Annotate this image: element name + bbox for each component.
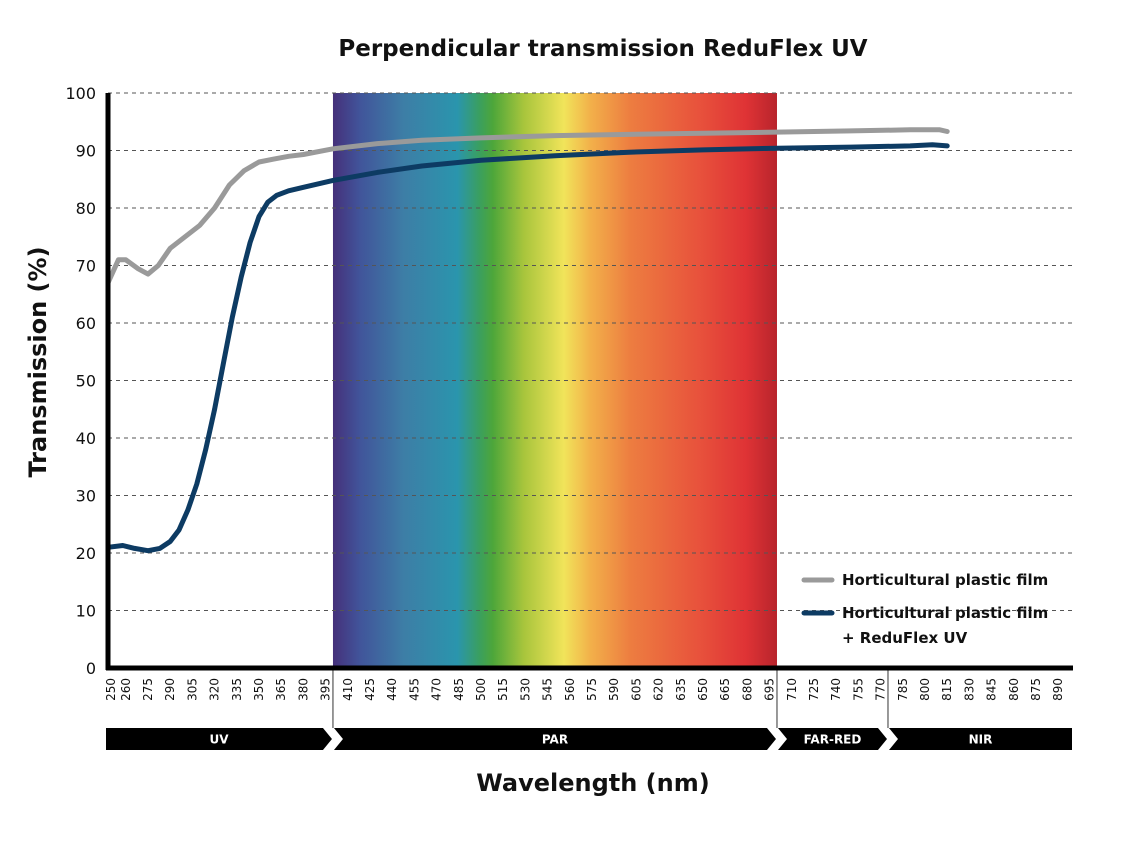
x-tick-label: 440	[385, 678, 399, 701]
legend: Horticultural plastic film Horticultural …	[801, 571, 1048, 647]
y-axis-label: Transmission (%)	[24, 246, 52, 477]
x-tick-label: 695	[763, 678, 777, 701]
x-tick-label: 320	[208, 678, 222, 701]
x-tick-label: 830	[962, 678, 976, 701]
x-tick-label: 755	[851, 678, 865, 701]
x-tick-label: 890	[1051, 678, 1065, 701]
x-tick-label: 395	[319, 678, 333, 701]
x-tick-label: 515	[496, 678, 510, 701]
x-tick-label: 620	[652, 678, 666, 701]
x-tick-label: 290	[163, 678, 177, 701]
legend-label: Horticultural plastic film	[842, 571, 1048, 589]
series-lines	[105, 127, 950, 554]
x-tick-label: 635	[674, 678, 688, 701]
x-tick-label: 455	[407, 678, 421, 701]
y-axis-ticks: 0 10 20 30 40 50 60 70 80 90 100	[65, 84, 96, 678]
x-tick-label: 710	[785, 678, 799, 701]
band-arrow	[777, 728, 887, 750]
band-arrow	[888, 728, 1072, 750]
y-tick-label: 40	[76, 429, 96, 448]
band-arrow	[106, 728, 332, 750]
gridlines	[108, 92, 1073, 611]
x-tick-label: 680	[740, 678, 754, 701]
x-tick-label: 590	[607, 678, 621, 701]
x-tick-label: 350	[252, 678, 266, 701]
y-tick-label: 10	[76, 602, 96, 621]
x-tick-label: 365	[274, 678, 288, 701]
x-tick-label: 815	[940, 678, 954, 701]
x-tick-label: 500	[474, 678, 488, 701]
x-axis-label: Wavelength (nm)	[476, 769, 709, 797]
y-tick-label: 90	[76, 142, 96, 161]
legend-label: + ReduFlex UV	[842, 629, 968, 647]
chart-title: Perpendicular transmission ReduFlex UV	[338, 36, 867, 62]
y-tick-label: 100	[65, 84, 96, 103]
band-label: PAR	[542, 733, 568, 747]
legend-label: Horticultural plastic film	[842, 604, 1048, 622]
x-tick-label: 860	[1007, 678, 1021, 701]
y-tick-label: 0	[86, 659, 96, 678]
x-tick-label: 650	[696, 678, 710, 701]
x-tick-label: 485	[452, 678, 466, 701]
x-tick-label: 380	[296, 678, 310, 701]
series-line-1	[105, 127, 950, 286]
band-label: NIR	[969, 733, 993, 747]
band-arrow	[333, 728, 776, 750]
x-tick-label: 800	[918, 678, 932, 701]
y-tick-label: 80	[76, 199, 96, 218]
x-tick-label: 560	[563, 678, 577, 701]
y-tick-label: 20	[76, 544, 96, 563]
wavelength-bands: UV PAR FAR-RED NIR	[106, 728, 1072, 750]
x-tick-label: 725	[807, 678, 821, 701]
x-tick-label: 740	[829, 678, 843, 701]
x-tick-label: 250	[104, 678, 118, 701]
x-tick-label: 785	[896, 678, 910, 701]
series-line-2	[105, 142, 950, 554]
y-tick-label: 30	[76, 487, 96, 506]
x-tick-label: 335	[230, 678, 244, 701]
x-tick-label: 845	[985, 678, 999, 701]
x-tick-label: 470	[430, 678, 444, 701]
x-tick-label: 770	[874, 678, 888, 701]
y-tick-label: 70	[76, 257, 96, 276]
x-tick-label: 875	[1029, 678, 1043, 701]
x-tick-label: 410	[341, 678, 355, 701]
y-tick-label: 60	[76, 314, 96, 333]
x-tick-label: 575	[585, 678, 599, 701]
band-label: FAR-RED	[804, 733, 862, 747]
x-tick-label: 545	[541, 678, 555, 701]
x-tick-label: 530	[518, 678, 532, 701]
x-tick-label: 305	[185, 678, 199, 701]
x-tick-label: 425	[363, 678, 377, 701]
x-axis-ticks: 250 260 275 290 305 320 335 350 365 380 395 410 425 4…	[104, 668, 1065, 728]
band-label: UV	[209, 733, 229, 747]
x-tick-label: 665	[718, 678, 732, 701]
x-tick-label: 260	[119, 678, 133, 701]
x-tick-label: 605	[629, 678, 643, 701]
x-tick-label: 275	[141, 678, 155, 701]
y-tick-label: 50	[76, 372, 96, 391]
